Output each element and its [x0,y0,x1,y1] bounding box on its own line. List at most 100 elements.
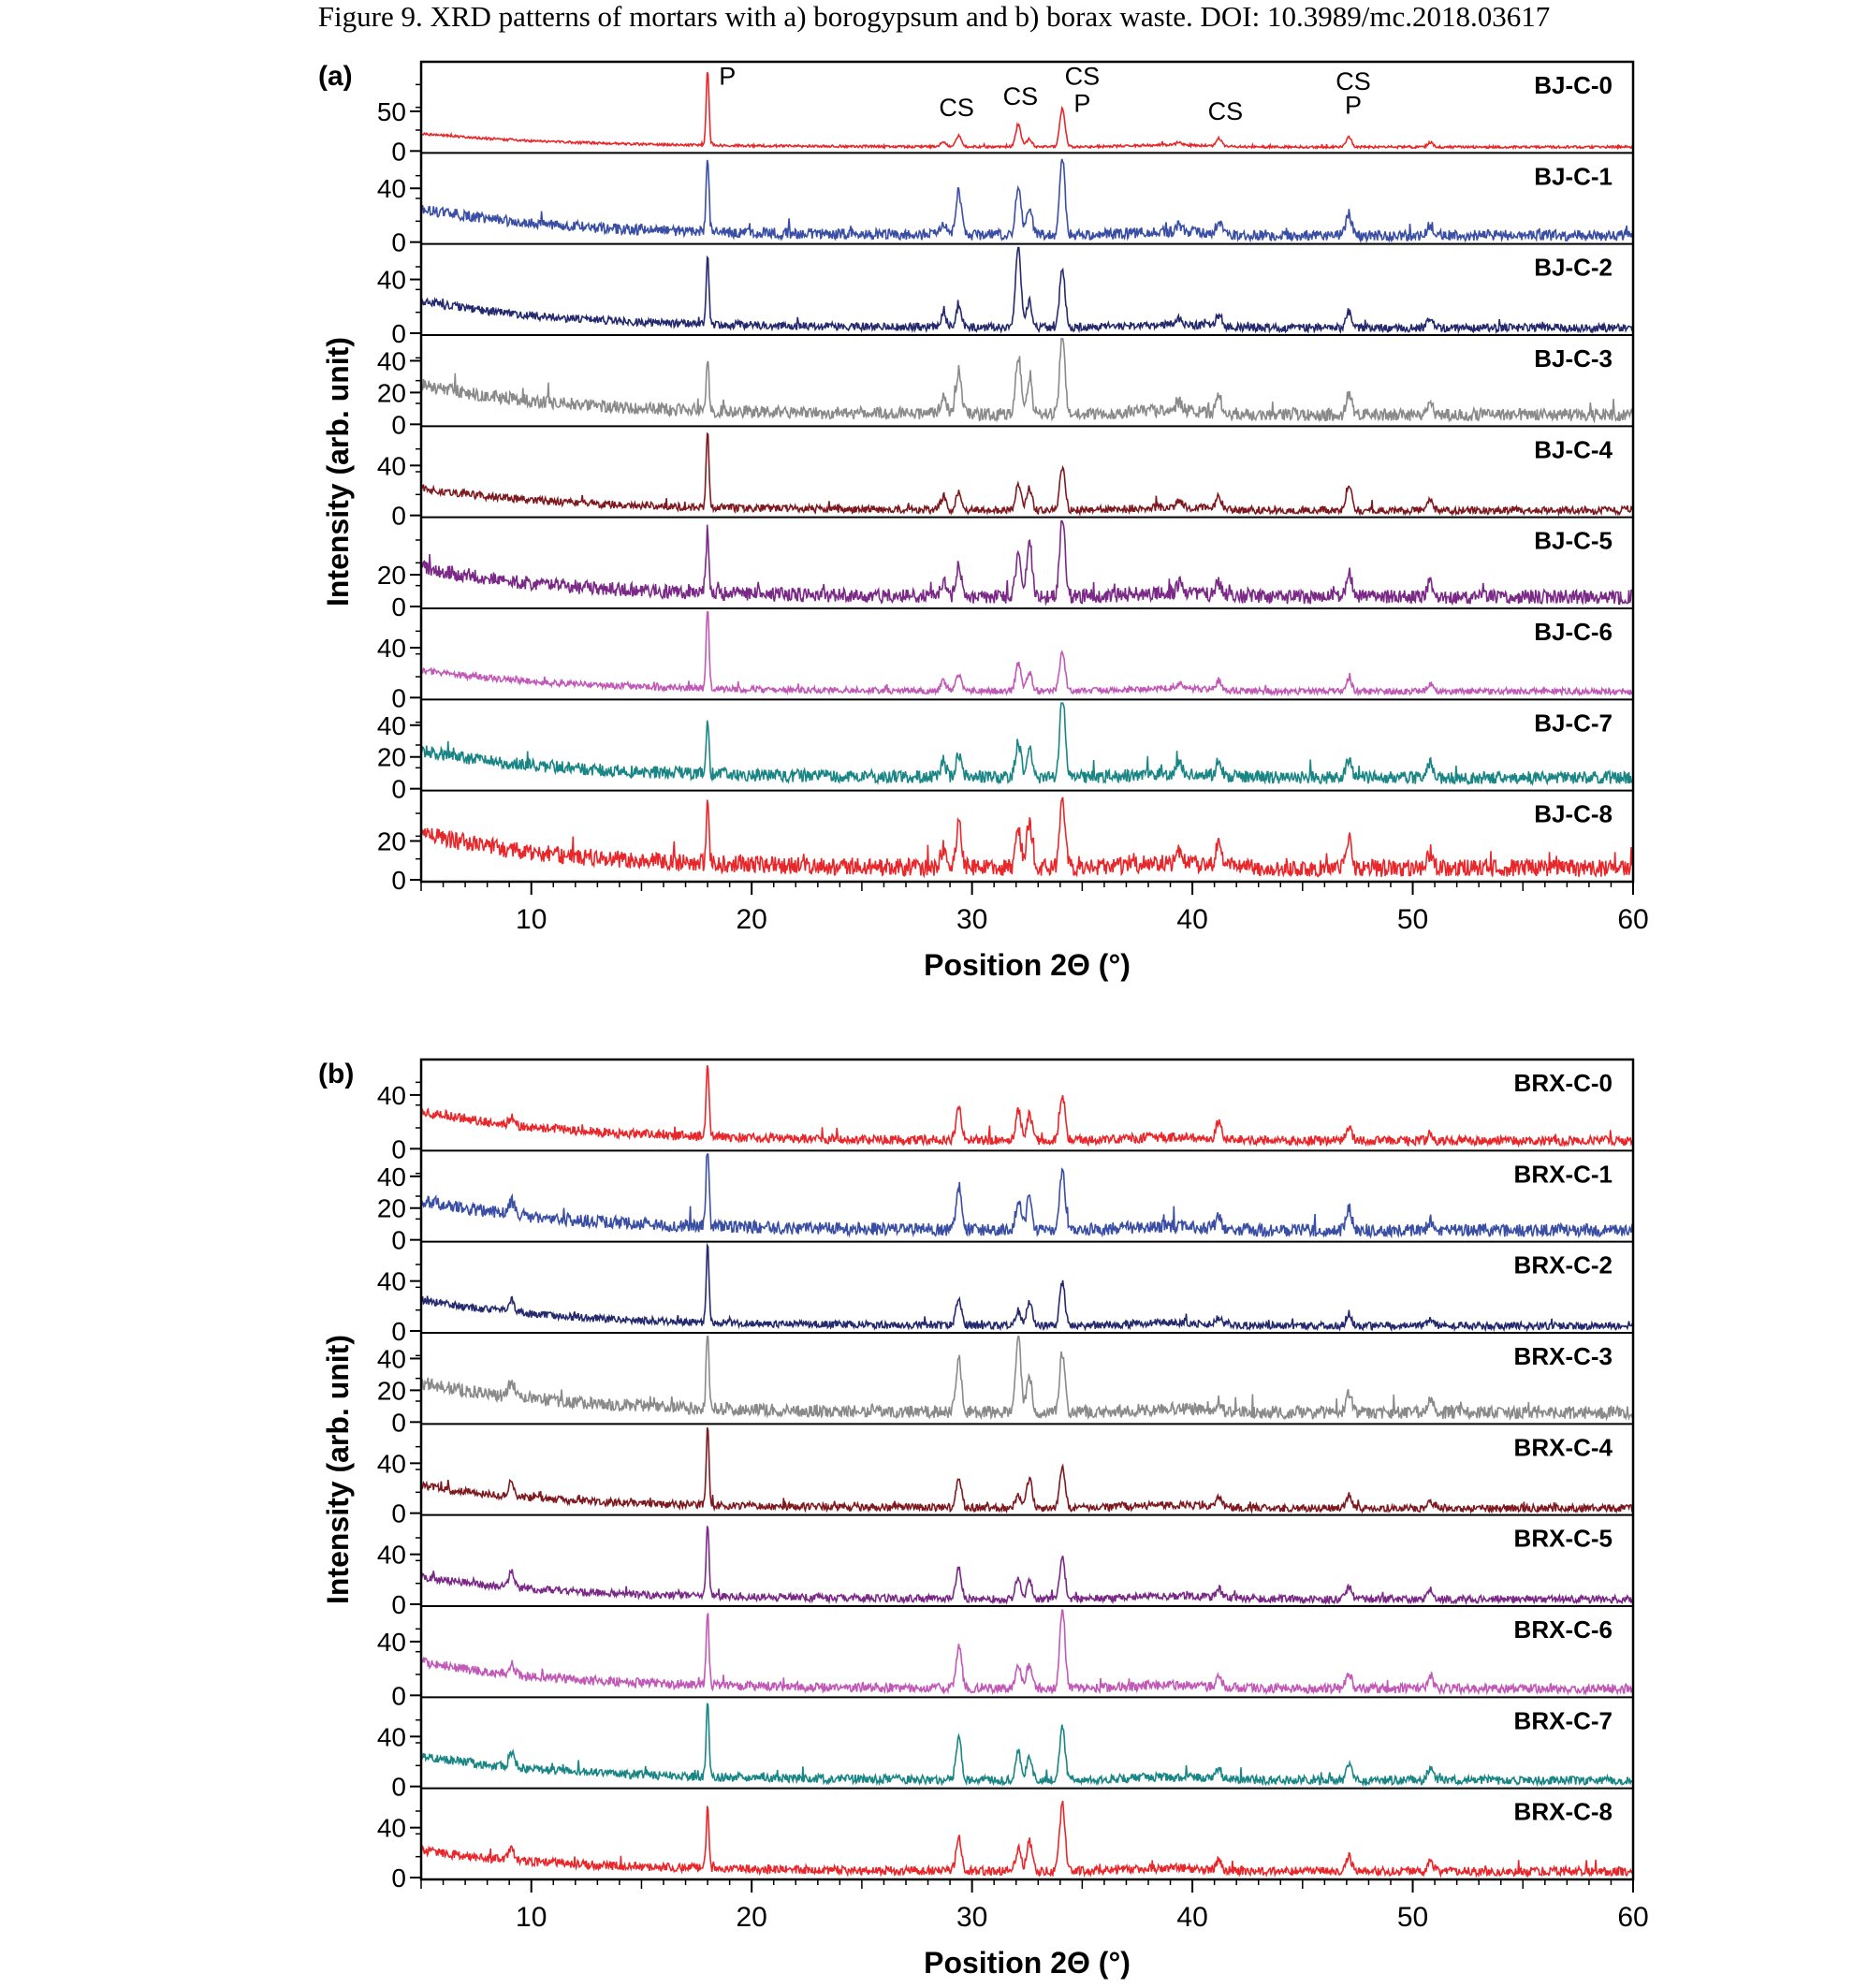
sample-label: BJ-C-1 [1534,162,1613,190]
xrd-line-bj-c-8 [420,797,1634,879]
plot-frame [419,60,1635,884]
y-tick-label: 40 [377,1081,406,1110]
series-brx-c-7: 0 40 BRX-C-7 [377,1696,1634,1802]
series-bj-c-3: 0 20 40 BJ-C-3 [377,334,1634,439]
xrd-line-brx-c-4 [420,1426,1634,1514]
x-axis-title: Position 2Θ (°) [924,1946,1131,1980]
sample-label: BRX-C-0 [1514,1069,1613,1097]
y-tick-label: 0 [391,775,406,804]
y-tick-label: 50 [377,97,406,126]
y-tick-label: 0 [391,1134,406,1163]
y-tick-label: 0 [391,683,406,712]
y-tick-label: 40 [377,346,406,375]
y-tick-label: 40 [377,1267,406,1296]
sample-label: BRX-C-5 [1514,1525,1613,1553]
x-tick-label: 40 [1176,1902,1207,1933]
x-tick-label: 50 [1397,1902,1428,1933]
y-tick-label: 0 [391,502,406,531]
x-tick-label: 30 [956,1902,987,1933]
series-brx-c-2: 0 40 BRX-C-2 [377,1240,1634,1346]
xrd-line-bj-c-1 [420,158,1634,244]
y-tick-label: 0 [391,1408,406,1437]
sample-label: BRX-C-7 [1514,1706,1613,1734]
panel-label: (a) [318,61,353,92]
y-tick-label: 40 [377,1449,406,1478]
y-axis-title: Intensity (arb. unit) [321,1335,355,1604]
x-tick-label: 40 [1176,904,1207,935]
y-tick-label: 0 [391,866,406,895]
xrd-line-brx-c-5 [420,1526,1634,1606]
phase-annotation: P [1073,89,1090,117]
xrd-line-brx-c-2 [420,1242,1634,1333]
y-tick-label: 40 [377,711,406,740]
sample-label: BRX-C-4 [1514,1433,1613,1461]
sample-label: BJ-C-0 [1534,71,1613,99]
series-bj-c-8: 0 20 BJ-C-8 [377,789,1634,895]
y-tick-label: 20 [377,827,406,856]
series-bj-c-6: 0 40 BJ-C-6 [377,607,1634,712]
xrd-line-bj-c-4 [420,431,1634,518]
figure-caption: Figure 9. XRD patterns of mortars with a… [317,0,1551,33]
x-axis-title: Position 2Θ (°) [924,948,1131,982]
y-tick-label: 40 [377,266,406,295]
phase-annotation: P [1345,91,1362,119]
xrd-line-brx-c-6 [420,1609,1634,1696]
y-tick-label: 0 [391,1590,406,1619]
x-tick-label: 50 [1397,904,1428,935]
xrd-line-bj-c-7 [420,702,1634,787]
y-tick-label: 40 [377,1722,406,1751]
y-tick-label: 0 [391,1773,406,1802]
sample-label: BJ-C-6 [1534,618,1613,646]
y-axis-title: Intensity (arb. unit) [321,337,355,607]
xrd-line-bj-c-3 [420,338,1634,424]
y-tick-label: 40 [377,174,406,203]
y-tick-label: 0 [391,1226,406,1255]
y-tick-label: 0 [391,228,406,257]
sample-label: BJ-C-4 [1534,435,1613,463]
sample-label: BRX-C-8 [1514,1798,1613,1826]
series-brx-c-3: 0 20 40 BRX-C-3 [377,1332,1634,1437]
series-bj-c-4: 0 40 BJ-C-4 [377,425,1634,531]
xrd-line-bj-c-2 [420,246,1634,335]
sample-label: BJ-C-5 [1534,527,1613,555]
sample-label: BJ-C-8 [1534,800,1613,828]
x-tick-label: 20 [736,904,766,935]
y-tick-label: 20 [377,1194,406,1223]
phase-annotation: CS [1003,82,1039,110]
series-bj-c-1: 0 40 BJ-C-1 [377,152,1634,257]
phase-annotation: CS [1065,63,1101,91]
y-tick-label: 20 [377,378,406,407]
x-tick-label: 10 [516,904,547,935]
y-tick-label: 0 [391,592,406,621]
y-tick-label: 0 [391,1681,406,1710]
sample-label: BJ-C-2 [1534,254,1613,282]
y-tick-label: 40 [377,634,406,663]
y-tick-label: 40 [377,1541,406,1570]
series-brx-c-0: 0 40 BRX-C-0 [377,1065,1634,1163]
sample-label: BRX-C-6 [1514,1615,1613,1644]
xrd-line-bj-c-5 [420,519,1634,607]
y-tick-label: 0 [391,1864,406,1893]
series-brx-c-5: 0 40 BRX-C-5 [377,1513,1634,1619]
y-tick-label: 40 [377,1628,406,1657]
phase-annotation: CS [1208,97,1244,125]
plot-frame [419,1058,1635,1881]
phase-annotation: CS [939,94,974,122]
sample-label: BRX-C-2 [1514,1251,1613,1279]
series-bj-c-2: 0 40 BJ-C-2 [377,242,1634,348]
x-tick-label: 20 [736,1902,766,1933]
series-bj-c-5: 020 BJ-C-5 [377,516,1634,621]
xrd-line-brx-c-3 [420,1336,1634,1422]
y-tick-label: 20 [377,743,406,772]
xrd-line-brx-c-1 [420,1153,1634,1239]
y-tick-label: 40 [377,1344,406,1373]
sample-label: BJ-C-7 [1534,709,1613,737]
xrd-line-bj-c-0 [420,71,1634,151]
series-brx-c-4: 0 40 BRX-C-4 [377,1423,1634,1528]
y-tick-label: 0 [391,1317,406,1346]
sample-label: BRX-C-3 [1514,1342,1613,1370]
y-tick-label: 0 [391,1499,406,1528]
